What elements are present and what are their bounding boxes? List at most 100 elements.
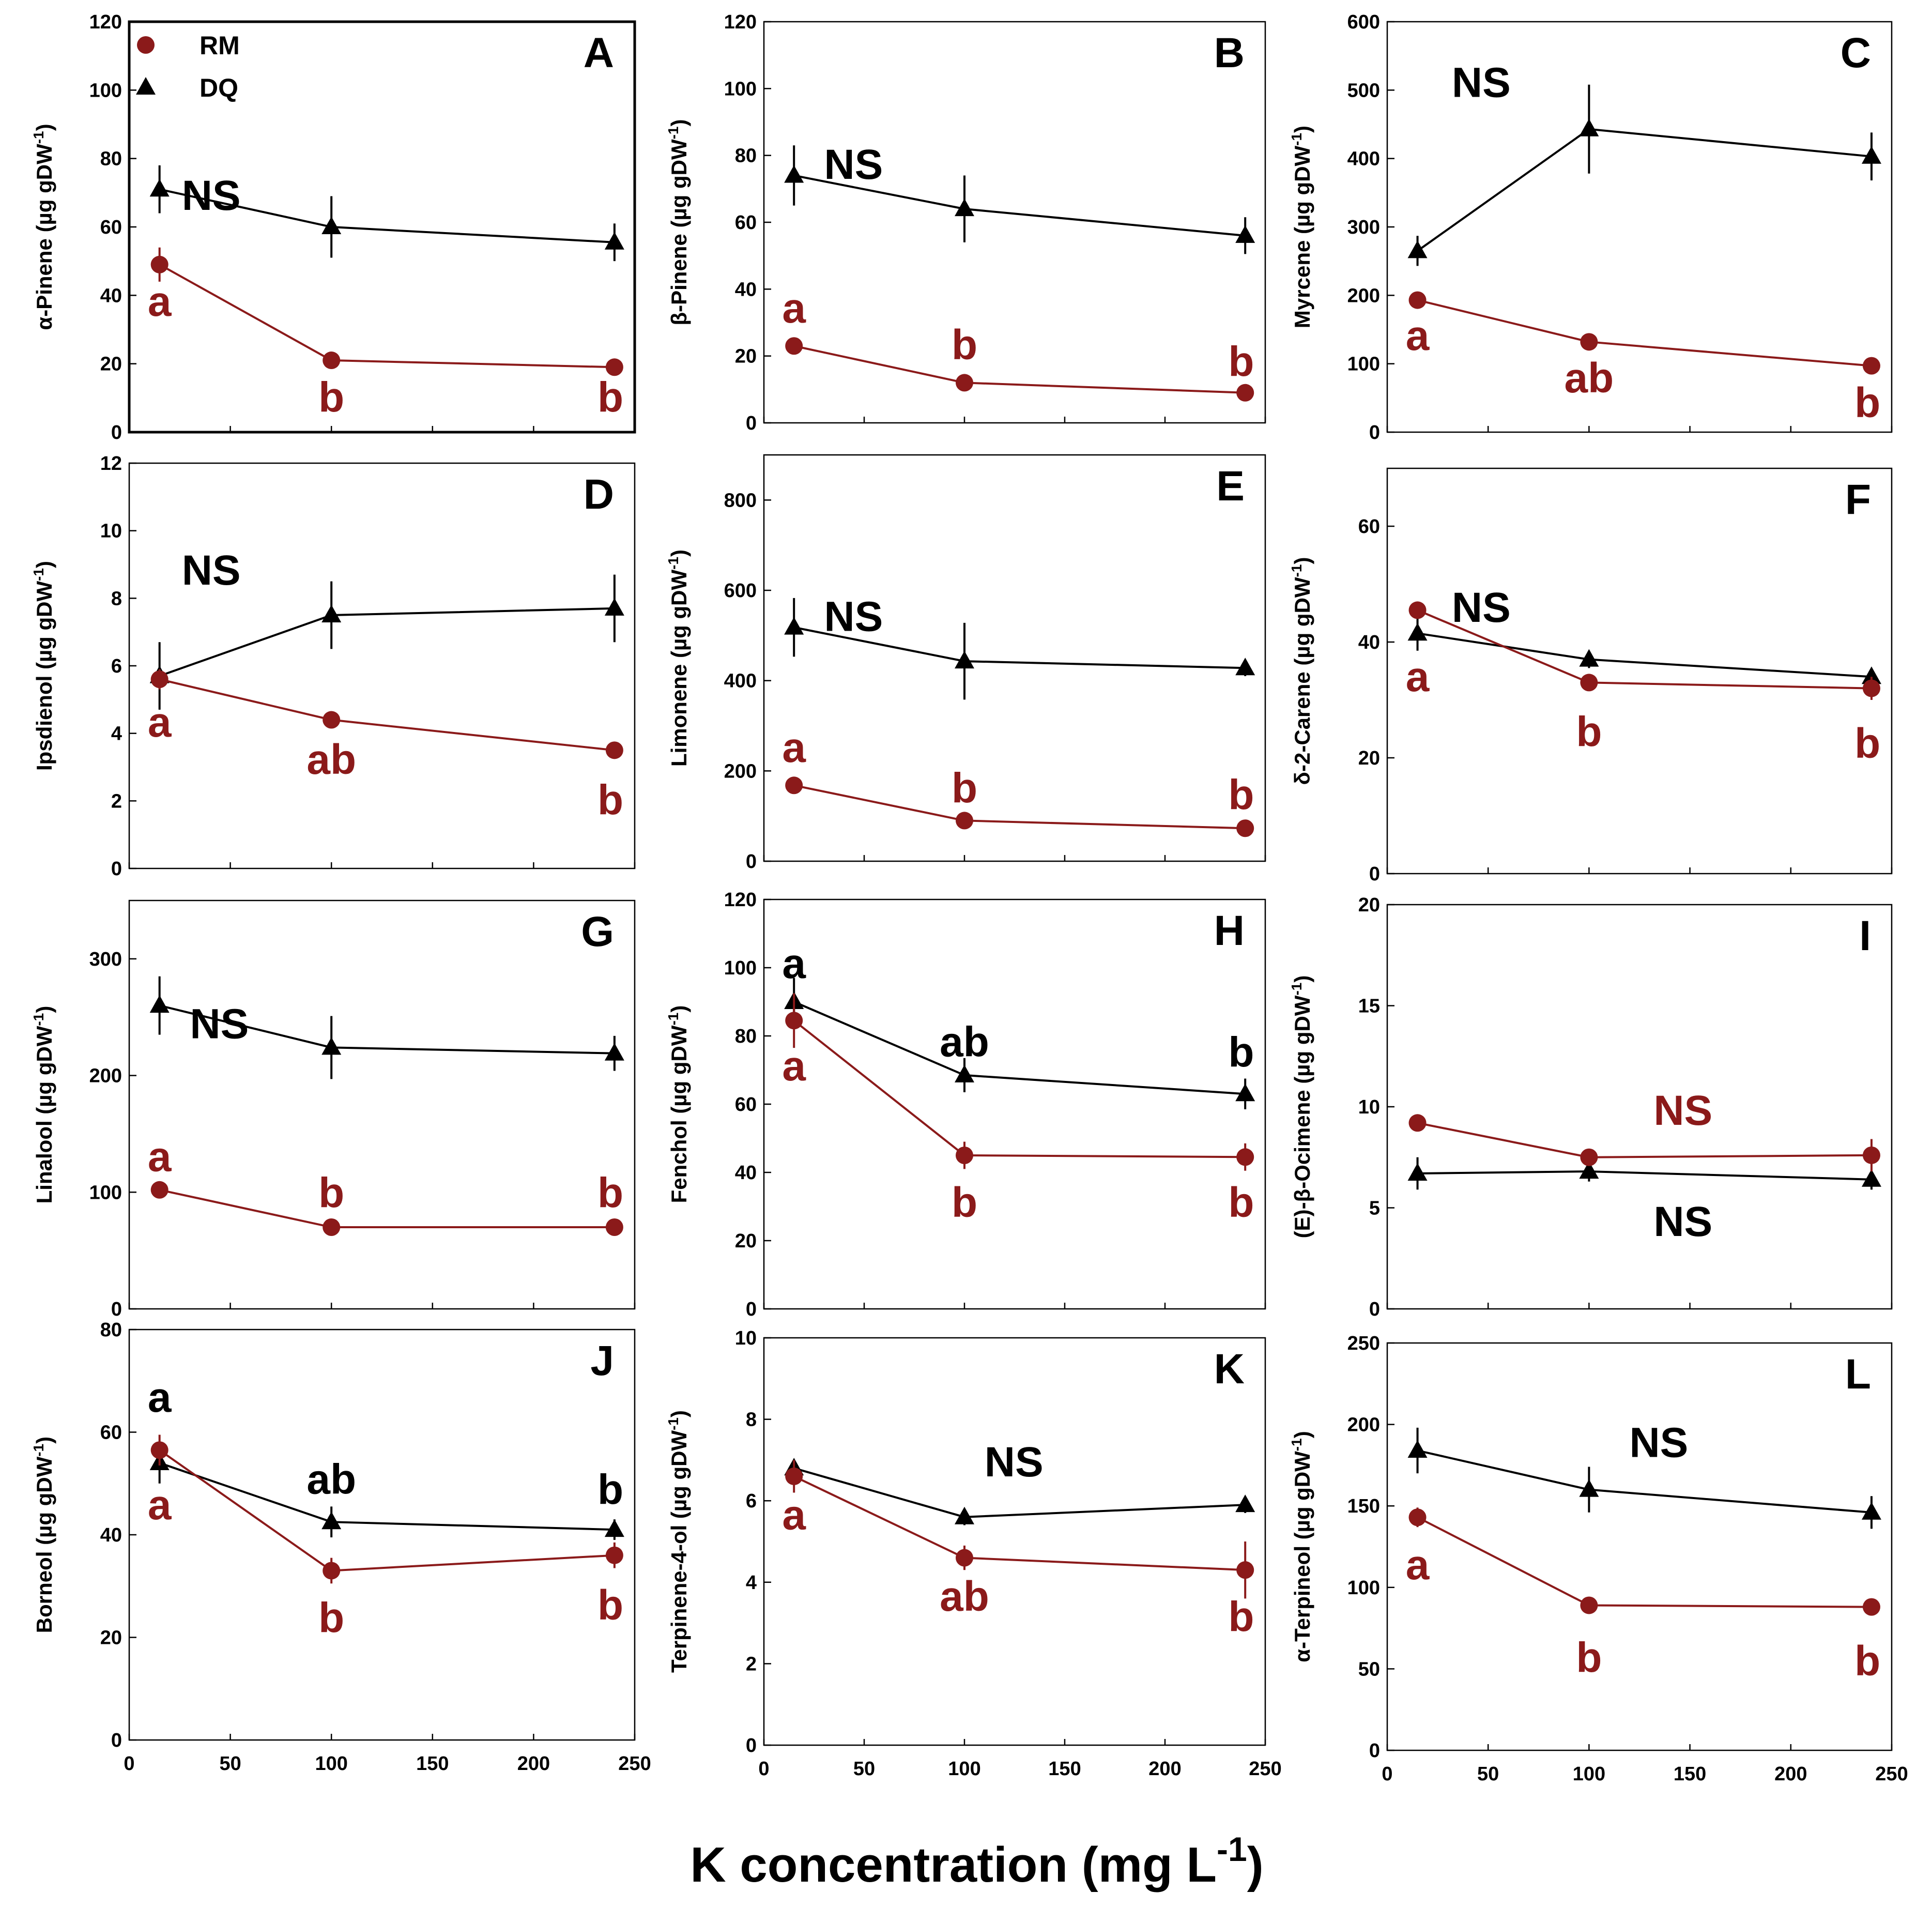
data-point-circle xyxy=(323,711,341,729)
y-tick-label: 40 xyxy=(735,1162,757,1184)
series-line xyxy=(159,264,615,369)
data-point-triangle xyxy=(784,165,804,183)
y-axis-label: β-Pinene (µg gDW-1) xyxy=(665,119,691,325)
significance-label: NS xyxy=(182,172,241,219)
significance-label: b xyxy=(1228,1029,1254,1076)
significance-label: ab xyxy=(940,1573,989,1620)
y-tick-label: 0 xyxy=(746,1735,757,1757)
y-tick-label: 60 xyxy=(735,1094,757,1116)
series-DQ xyxy=(149,976,624,1079)
y-tick-label: 0 xyxy=(1369,422,1380,444)
y-axis-label-text: β-Pinene (µg gDW xyxy=(667,139,691,325)
series-DQ xyxy=(1407,616,1881,684)
y-axis-label-superscript: -1 xyxy=(665,1013,681,1026)
y-axis-label-superscript: -1 xyxy=(30,1444,47,1457)
series-line xyxy=(793,784,1246,830)
significance-label: a xyxy=(148,699,172,746)
y-tick-label: 4 xyxy=(111,723,122,745)
series-DQ xyxy=(784,145,1255,254)
significance-label: a xyxy=(148,1134,172,1181)
y-tick-label: 40 xyxy=(735,279,757,300)
y-tick-label: 8 xyxy=(111,588,122,609)
y-axis-label-text: α-Terpineol (µg gDW xyxy=(1290,1451,1314,1662)
y-axis-label-text: Borneol (µg gDW xyxy=(32,1456,56,1633)
y-tick-label: 0 xyxy=(111,1299,122,1320)
y-axis-label-superscript: -1 xyxy=(30,131,47,144)
y-axis-label: Terpinene-4-ol (µg gDW-1) xyxy=(665,1410,691,1673)
plot-frame xyxy=(1386,1342,1893,1751)
series-line xyxy=(159,678,615,752)
plot-frame xyxy=(1386,904,1893,1310)
y-axis-label: Myrcene (µg gDW-1) xyxy=(1289,126,1314,328)
y-tick-label: 10 xyxy=(1358,1096,1380,1118)
series-DQ xyxy=(1407,84,1881,266)
data-point-triangle xyxy=(604,232,624,250)
y-axis-label-text: Fenchol (µg gDW xyxy=(667,1025,691,1203)
data-point-triangle xyxy=(1579,649,1599,667)
y-axis-label: Ipsdienol (µg gDW-1) xyxy=(30,561,56,771)
y-axis-label-superscript: -1 xyxy=(1289,1438,1305,1451)
data-point-triangle xyxy=(604,598,624,616)
significance-label: b xyxy=(1854,379,1880,426)
significance-label: b xyxy=(952,765,977,812)
y-axis-label: (E)-β-Ocimene (µg gDW-1) xyxy=(1289,975,1314,1239)
x-tick-label: 250 xyxy=(618,1753,651,1775)
y-tick-label: 20 xyxy=(735,1230,757,1252)
y-tick-label: 200 xyxy=(1347,285,1380,307)
series-line xyxy=(1417,128,1872,252)
y-axis-label: δ-2-Carene (µg gDW-1) xyxy=(1289,557,1314,785)
significance-label: b xyxy=(597,374,623,421)
y-tick-label: 200 xyxy=(1347,1414,1380,1436)
panel-letter: A xyxy=(584,29,614,77)
x-tick-label: 150 xyxy=(1048,1758,1081,1780)
x-tick-label: 200 xyxy=(1148,1758,1181,1780)
data-point-circle xyxy=(1236,1148,1254,1166)
data-point-circle xyxy=(1408,601,1427,619)
series-RM xyxy=(150,247,623,376)
y-tick-label: 250 xyxy=(1347,1333,1380,1354)
panel-letter: B xyxy=(1214,29,1245,77)
x-tick-label: 150 xyxy=(416,1753,449,1775)
y-axis-label: α-Pinene (µg gDW-1) xyxy=(30,124,56,330)
series-line xyxy=(793,345,1246,394)
significance-label: b xyxy=(318,374,344,421)
data-point-circle xyxy=(956,812,973,830)
y-tick-label: 100 xyxy=(1347,354,1380,375)
series-RM xyxy=(150,669,623,759)
y-tick-label: 10 xyxy=(100,521,122,542)
x-tick-label: 50 xyxy=(219,1753,241,1775)
data-point-circle xyxy=(785,1012,803,1030)
data-point-triangle xyxy=(784,617,804,635)
x-tick-label: 100 xyxy=(948,1758,980,1780)
data-point-triangle xyxy=(321,605,342,622)
data-point-triangle xyxy=(1861,1502,1881,1520)
y-tick-label: 120 xyxy=(724,11,757,33)
plot-frame xyxy=(763,454,1266,862)
data-point-circle xyxy=(1862,1598,1880,1616)
y-axis-label-close: ) xyxy=(667,549,691,557)
significance-label: b xyxy=(1228,1179,1254,1226)
data-point-circle xyxy=(1580,674,1598,692)
y-tick-label: 6 xyxy=(746,1490,757,1512)
legend-marker-triangle xyxy=(136,77,156,95)
significance-label: a xyxy=(782,1491,806,1538)
panel-B: 0 20 40 60 80 100 120 β-Pinene (µg gDW-1) B NS a b b xyxy=(665,11,1266,434)
series-line xyxy=(793,1475,1246,1571)
series-line xyxy=(159,1188,615,1228)
data-point-circle xyxy=(150,1441,168,1459)
data-point-triangle xyxy=(955,199,974,217)
significance-label: NS xyxy=(1452,59,1511,106)
significance-label: b xyxy=(318,1595,344,1642)
legend: RM DQ xyxy=(136,31,240,102)
significance-label: b xyxy=(952,322,977,369)
significance-label: a xyxy=(782,285,806,332)
series-RM xyxy=(785,1460,1254,1599)
y-tick-label: 0 xyxy=(746,413,757,434)
panel-letter: H xyxy=(1214,907,1245,954)
y-axis-label-close: ) xyxy=(1290,557,1314,564)
data-point-triangle xyxy=(1861,666,1881,684)
series-line xyxy=(159,607,615,677)
y-tick-label: 15 xyxy=(1358,996,1380,1017)
series-RM xyxy=(1408,601,1880,700)
data-point-triangle xyxy=(955,1064,974,1082)
